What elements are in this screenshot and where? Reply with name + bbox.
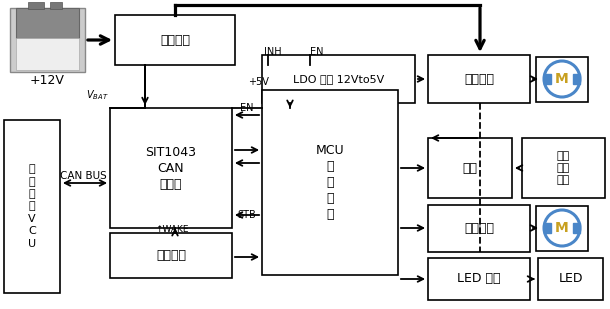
Text: INH: INH (264, 47, 282, 57)
Text: 电机驱动: 电机驱动 (464, 73, 494, 86)
FancyBboxPatch shape (522, 138, 605, 198)
FancyBboxPatch shape (50, 2, 62, 9)
FancyBboxPatch shape (10, 8, 85, 72)
Text: 保护
采样
反馈: 保护 采样 反馈 (557, 150, 570, 185)
Text: 整
车
控
制
V
C
U: 整 车 控 制 V C U (28, 164, 36, 249)
FancyBboxPatch shape (544, 74, 551, 84)
FancyBboxPatch shape (110, 233, 232, 278)
FancyBboxPatch shape (16, 8, 79, 38)
FancyBboxPatch shape (538, 258, 603, 300)
Text: 开关输入: 开关输入 (156, 249, 186, 262)
Text: EN: EN (240, 103, 254, 113)
FancyBboxPatch shape (262, 90, 398, 275)
Text: LED: LED (558, 273, 583, 286)
FancyBboxPatch shape (428, 55, 530, 103)
Text: MCU
主
控
制
器: MCU 主 控 制 器 (316, 144, 344, 221)
Text: ↑WAKE: ↑WAKE (156, 226, 188, 235)
FancyBboxPatch shape (536, 57, 588, 101)
Text: 电机驱动: 电机驱动 (464, 222, 494, 235)
FancyBboxPatch shape (428, 205, 530, 252)
Text: 放大: 放大 (462, 162, 478, 175)
FancyBboxPatch shape (28, 2, 44, 9)
Circle shape (544, 61, 580, 97)
FancyBboxPatch shape (115, 15, 235, 65)
Text: EN: EN (310, 47, 324, 57)
Text: CAN BUS: CAN BUS (60, 171, 106, 181)
Text: STB: STB (238, 210, 256, 220)
Circle shape (544, 210, 580, 246)
FancyBboxPatch shape (4, 120, 60, 293)
FancyBboxPatch shape (573, 74, 580, 84)
Text: M: M (555, 72, 569, 86)
Text: LDO 模块 12Vto5V: LDO 模块 12Vto5V (293, 74, 384, 84)
Text: +12V: +12V (29, 74, 65, 87)
FancyBboxPatch shape (428, 258, 530, 300)
FancyBboxPatch shape (428, 138, 512, 198)
FancyBboxPatch shape (262, 55, 415, 103)
Text: 电源保护: 电源保护 (160, 33, 190, 46)
FancyBboxPatch shape (110, 108, 232, 228)
FancyBboxPatch shape (544, 223, 551, 233)
FancyBboxPatch shape (536, 205, 588, 251)
FancyBboxPatch shape (573, 223, 580, 233)
Text: LED 驱动: LED 驱动 (458, 273, 501, 286)
Text: SIT1043
CAN
收发器: SIT1043 CAN 收发器 (146, 146, 196, 191)
Text: M: M (555, 221, 569, 235)
FancyBboxPatch shape (16, 38, 79, 70)
Text: $V_{BAT}$: $V_{BAT}$ (86, 88, 109, 102)
Text: +5V: +5V (248, 77, 268, 87)
